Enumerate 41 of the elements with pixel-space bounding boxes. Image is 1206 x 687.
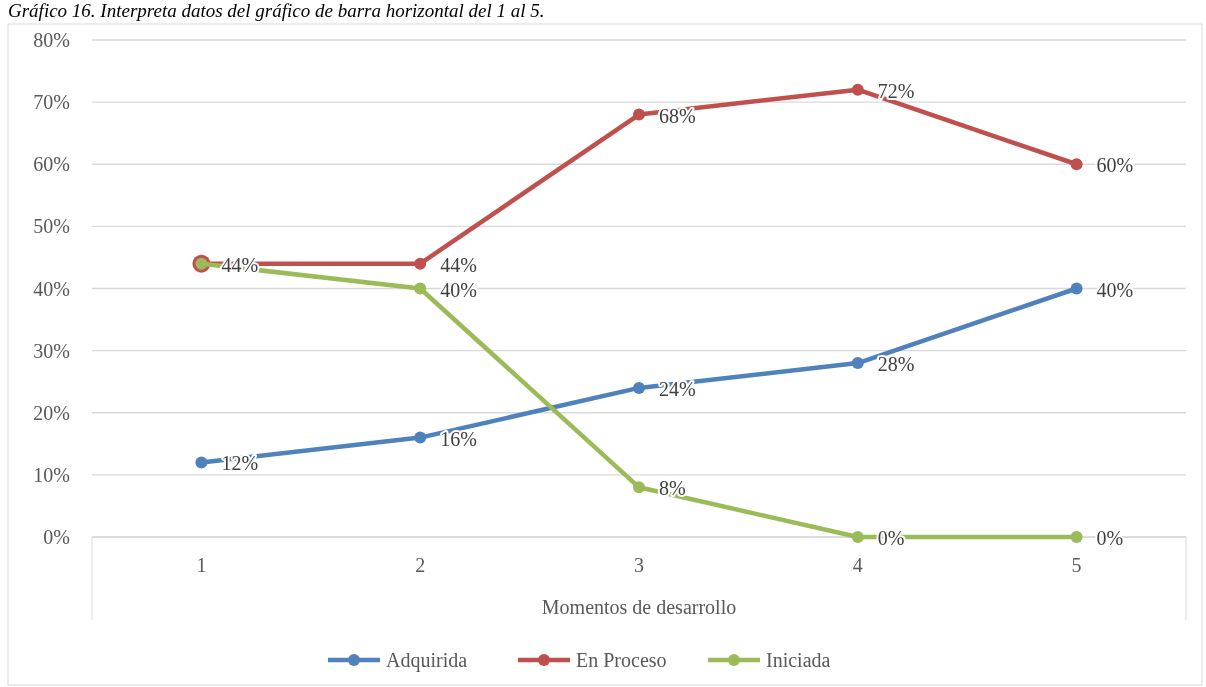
legend-label: Adquirida — [386, 649, 468, 672]
x-tick-label: 3 — [634, 554, 644, 576]
chart-title: Gráfico 16. Interpreta datos del gráfico de barra horizontal del 1 al 5. — [8, 0, 545, 21]
point — [1070, 531, 1083, 543]
y-tick-label: 60% — [33, 153, 70, 176]
data-label: 40% — [440, 278, 477, 301]
point — [414, 257, 427, 270]
data-label: 72% — [877, 79, 915, 102]
data-label: 40% — [1096, 278, 1134, 301]
data-label: 0% — [1096, 527, 1124, 549]
point — [851, 83, 864, 96]
data-label: 60% — [1096, 154, 1134, 177]
y-tick-label: 30% — [33, 339, 70, 362]
y-tick-label: 70% — [33, 91, 70, 114]
x-tick-label: 4 — [852, 554, 863, 576]
x-axis-title: Momentos de desarrollo — [541, 596, 737, 618]
point — [851, 357, 864, 370]
point — [851, 531, 864, 543]
point — [633, 481, 645, 494]
point — [195, 456, 208, 469]
legend-label: En Proceso — [576, 649, 667, 671]
data-label: 44% — [221, 253, 259, 276]
y-tick-label: 0% — [43, 526, 70, 548]
x-tick-label: 2 — [415, 554, 426, 576]
point — [414, 282, 427, 295]
legend-label: Iniciada — [766, 649, 831, 671]
data-label: 28% — [877, 353, 915, 376]
x-tick-label: 5 — [1071, 554, 1082, 576]
point — [1070, 282, 1083, 295]
point — [633, 108, 645, 121]
y-tick-label: 50% — [33, 215, 70, 238]
y-tick-label: 20% — [33, 401, 70, 424]
y-tick-label: 40% — [33, 277, 70, 300]
x-tick-label: 1 — [196, 554, 207, 576]
data-label: 16% — [440, 427, 477, 450]
data-label: 44% — [440, 253, 477, 276]
point — [414, 431, 427, 444]
y-tick-label: 10% — [33, 463, 70, 486]
point — [633, 381, 645, 394]
point — [1070, 158, 1083, 171]
y-tick-label: 80% — [33, 29, 70, 51]
